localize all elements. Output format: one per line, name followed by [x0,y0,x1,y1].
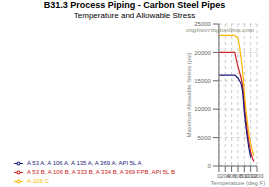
svg-text:Temperature (deg F): Temperature (deg F) [211,180,261,186]
svg-text:20000: 20000 [194,50,211,56]
svg-text:15000: 15000 [194,78,211,84]
svg-text:0: 0 [208,163,212,169]
svg-text:engineeringtoolbox.com: engineeringtoolbox.com [186,26,254,34]
svg-text:5000: 5000 [198,135,212,141]
svg-text:1200: 1200 [250,173,261,179]
svg-text:10000: 10000 [194,106,211,112]
svg-text:Maximum Allowable Stress (psi): Maximum Allowable Stress (psi) [186,52,192,137]
